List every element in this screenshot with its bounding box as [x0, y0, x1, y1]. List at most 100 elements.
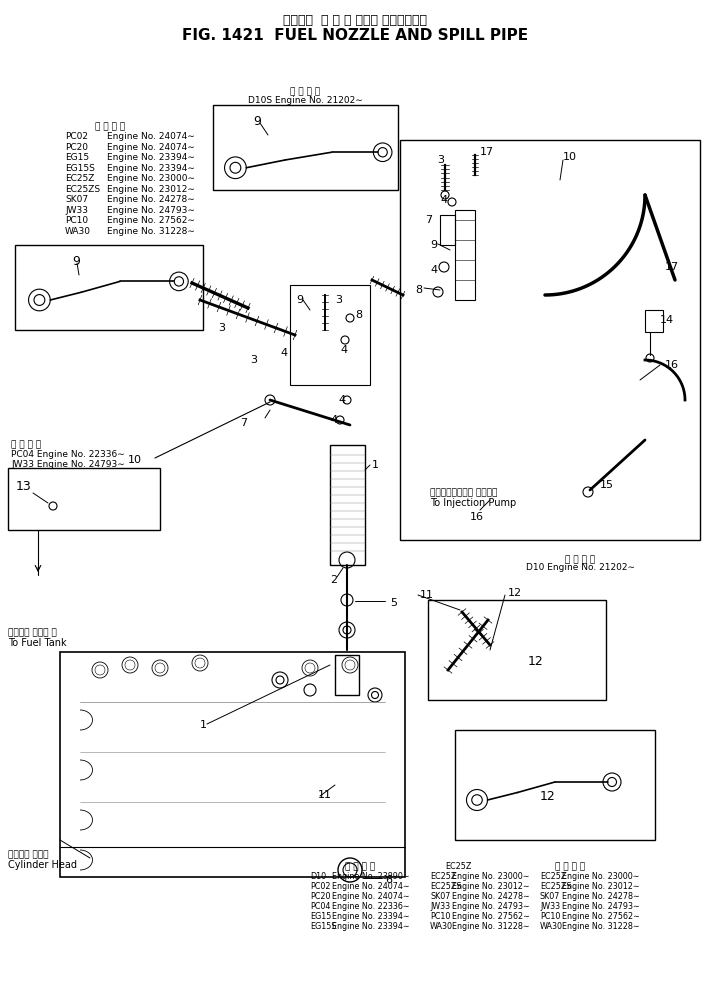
Text: 7: 7: [240, 418, 247, 428]
Bar: [645, 310, 663, 332]
Bar: [455, 210, 475, 300]
Text: 3: 3: [218, 323, 225, 333]
Text: PC10: PC10: [430, 912, 450, 921]
Text: 8: 8: [415, 285, 422, 295]
Text: 10: 10: [563, 152, 577, 162]
Text: 11: 11: [318, 790, 332, 800]
Text: 10: 10: [128, 455, 142, 465]
Text: 4: 4: [338, 395, 345, 405]
Text: 適 用 号 第: 適 用 号 第: [290, 87, 320, 96]
Text: WA30: WA30: [430, 922, 453, 931]
Text: Cylinder Head: Cylinder Head: [8, 860, 77, 870]
Text: Engine No. 23000∼: Engine No. 23000∼: [562, 872, 640, 881]
Text: Engine No. 31228∼: Engine No. 31228∼: [452, 922, 530, 931]
Text: Engine No. 23012∼: Engine No. 23012∼: [562, 882, 640, 891]
Text: 3: 3: [437, 155, 444, 165]
Text: Engine No. 31228∼: Engine No. 31228∼: [562, 922, 640, 931]
Text: 9: 9: [430, 240, 437, 250]
Text: Engine No. 24074∼: Engine No. 24074∼: [332, 892, 410, 901]
Text: SK07: SK07: [540, 892, 560, 901]
Text: 4: 4: [440, 195, 447, 205]
Text: フェエル タンク へ: フェエル タンク へ: [8, 628, 57, 637]
Text: Engine No. 24793∼: Engine No. 24793∼: [107, 206, 195, 215]
Text: SK07: SK07: [430, 892, 450, 901]
Bar: [335, 655, 359, 695]
Text: 2: 2: [330, 575, 337, 585]
Text: PC04: PC04: [310, 902, 330, 911]
Text: EC25ZS: EC25ZS: [65, 185, 100, 194]
Text: EC25Z: EC25Z: [445, 862, 471, 871]
Text: 8: 8: [355, 310, 362, 320]
Text: EG15S: EG15S: [65, 163, 95, 172]
Text: EC25Z: EC25Z: [540, 872, 567, 881]
Text: Engine No. 23394∼: Engine No. 23394∼: [107, 163, 195, 172]
Text: PC20: PC20: [65, 142, 88, 151]
Text: D10S Engine No. 21202∼: D10S Engine No. 21202∼: [248, 96, 362, 105]
Bar: [60, 652, 405, 877]
Text: JW33 Engine No. 24793∼: JW33 Engine No. 24793∼: [11, 460, 125, 469]
Text: 6: 6: [385, 875, 392, 885]
Text: Engine No. 24074∼: Engine No. 24074∼: [107, 132, 195, 141]
Text: 4: 4: [430, 265, 437, 275]
Text: EC25ZS: EC25ZS: [430, 882, 462, 891]
Text: WA30: WA30: [540, 922, 563, 931]
Text: SK07: SK07: [65, 195, 88, 204]
Text: WA30: WA30: [65, 226, 91, 235]
Text: Engine No. 24074∼: Engine No. 24074∼: [107, 142, 195, 151]
Text: To Injection Pump: To Injection Pump: [430, 498, 516, 508]
Text: Engine No. 23890∼: Engine No. 23890∼: [332, 872, 410, 881]
Text: JW33: JW33: [540, 902, 560, 911]
Text: 適 用 号 第: 適 用 号 第: [95, 122, 125, 131]
Bar: [428, 600, 606, 700]
Text: 7: 7: [425, 215, 432, 225]
Text: Engine No. 22336∼: Engine No. 22336∼: [332, 902, 410, 911]
Text: 適 用 号 第: 適 用 号 第: [345, 862, 375, 871]
Text: Engine No. 23000∼: Engine No. 23000∼: [107, 174, 195, 183]
Text: シリンダ ヘッド: シリンダ ヘッド: [8, 850, 48, 859]
Text: D10 Engine No. 21202∼: D10 Engine No. 21202∼: [525, 563, 635, 572]
Text: 1: 1: [372, 460, 379, 470]
Text: EC25ZS: EC25ZS: [540, 882, 572, 891]
Text: 4: 4: [280, 348, 287, 358]
Text: JW33: JW33: [65, 206, 88, 215]
Text: 4: 4: [330, 415, 337, 425]
Text: 9: 9: [253, 115, 261, 128]
Text: 9: 9: [72, 255, 80, 268]
Text: 12: 12: [508, 588, 522, 598]
Text: 11: 11: [420, 590, 434, 600]
Text: PC02: PC02: [310, 882, 330, 891]
Text: JW33: JW33: [430, 902, 450, 911]
Text: 9: 9: [296, 295, 303, 305]
Text: PC10: PC10: [65, 216, 88, 225]
Text: EG15: EG15: [65, 153, 89, 162]
Bar: [440, 215, 455, 245]
Bar: [15, 245, 203, 330]
Text: 4: 4: [340, 345, 347, 355]
Text: D10: D10: [310, 872, 326, 881]
Text: PC02: PC02: [65, 132, 88, 141]
Text: Engine No. 27562∼: Engine No. 27562∼: [562, 912, 640, 921]
Text: インジェクション ポンプへ: インジェクション ポンプへ: [430, 488, 498, 497]
Text: 12: 12: [540, 790, 556, 803]
Text: Engine No. 23012∼: Engine No. 23012∼: [107, 185, 195, 194]
Bar: [213, 105, 398, 190]
Text: 3: 3: [335, 295, 342, 305]
Text: PC10: PC10: [540, 912, 560, 921]
Text: Engine No. 27562∼: Engine No. 27562∼: [452, 912, 530, 921]
Text: Engine No. 24278∼: Engine No. 24278∼: [562, 892, 640, 901]
Text: EC25Z: EC25Z: [65, 174, 94, 183]
Text: 1: 1: [200, 720, 207, 730]
Text: Engine No. 24074∼: Engine No. 24074∼: [332, 882, 410, 891]
Text: EG15S: EG15S: [310, 922, 337, 931]
Text: フェエル  ノ ズ ル および スピルパイプ: フェエル ノ ズ ル および スピルパイプ: [283, 14, 427, 27]
Text: Engine No. 24278∼: Engine No. 24278∼: [107, 195, 195, 204]
Text: FIG. 1421  FUEL NOZZLE AND SPILL PIPE: FIG. 1421 FUEL NOZZLE AND SPILL PIPE: [182, 28, 528, 43]
Bar: [400, 140, 700, 540]
Text: 適 用 号 第: 適 用 号 第: [565, 555, 595, 564]
Text: Engine No. 27562∼: Engine No. 27562∼: [107, 216, 195, 225]
Text: Engine No. 23000∼: Engine No. 23000∼: [452, 872, 530, 881]
Text: 適 用 号 第: 適 用 号 第: [11, 440, 41, 449]
Text: 13: 13: [16, 480, 32, 493]
Text: 17: 17: [665, 262, 679, 272]
Text: Engine No. 24793∼: Engine No. 24793∼: [562, 902, 640, 911]
